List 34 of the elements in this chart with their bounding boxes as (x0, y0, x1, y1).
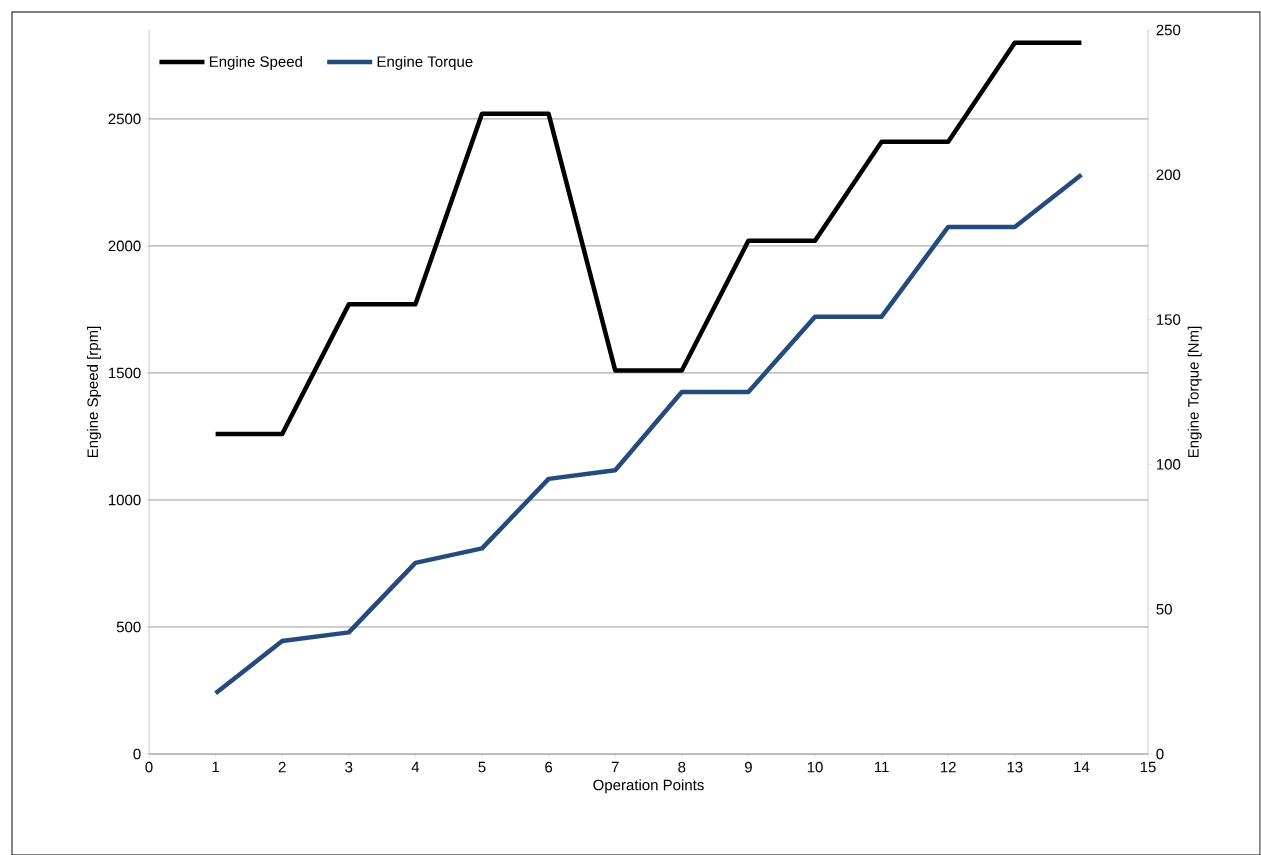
y2-tick-label: 0 (1156, 748, 1164, 760)
x-tick-label: 9 (744, 761, 752, 773)
y2-tick-label: 250 (1156, 24, 1181, 36)
x-tick-label: 6 (545, 761, 553, 773)
y2-tick-label: 200 (1156, 169, 1181, 181)
y-tick-label: 500 (116, 621, 141, 633)
legend-label: Engine Torque (377, 55, 473, 70)
y2-tick-label: 100 (1156, 459, 1181, 470)
y-tick-label: 1000 (108, 494, 141, 506)
y-tick-label: 2000 (108, 240, 141, 252)
x-tick-label: 14 (1074, 761, 1090, 773)
x-tick-label: 15 (1140, 761, 1156, 773)
x-tick-label: 2 (278, 761, 286, 773)
y-tick-label: 2500 (108, 113, 141, 125)
y-axis-title: Engine Speed [rpm] (86, 326, 101, 458)
x-tick-label: 3 (345, 761, 353, 773)
y2-axis-title: Engine Torque [Nm] (1187, 326, 1202, 458)
x-tick-label: 13 (1007, 761, 1023, 773)
x-tick-label: 5 (478, 761, 486, 773)
x-tick-label: 7 (611, 761, 619, 773)
x-tick-label: 1 (212, 761, 220, 773)
x-tick-label: 4 (411, 761, 420, 773)
x-axis-title: Operation Points (593, 779, 704, 794)
line-series (213, 172, 1084, 696)
y-tick-label: 0 (133, 748, 141, 760)
y2-tick-label: 150 (1156, 314, 1181, 325)
y-tick-label: 1500 (108, 367, 141, 379)
x-tick-label: 0 (145, 761, 153, 773)
legend-label: Engine Speed (209, 55, 302, 70)
x-tick-label: 10 (807, 761, 823, 773)
x-tick-label: 12 (941, 761, 956, 773)
y2-tick-label: 50 (1156, 603, 1172, 615)
x-tick-label: 8 (678, 761, 686, 773)
x-tick-label: 11 (874, 761, 889, 773)
